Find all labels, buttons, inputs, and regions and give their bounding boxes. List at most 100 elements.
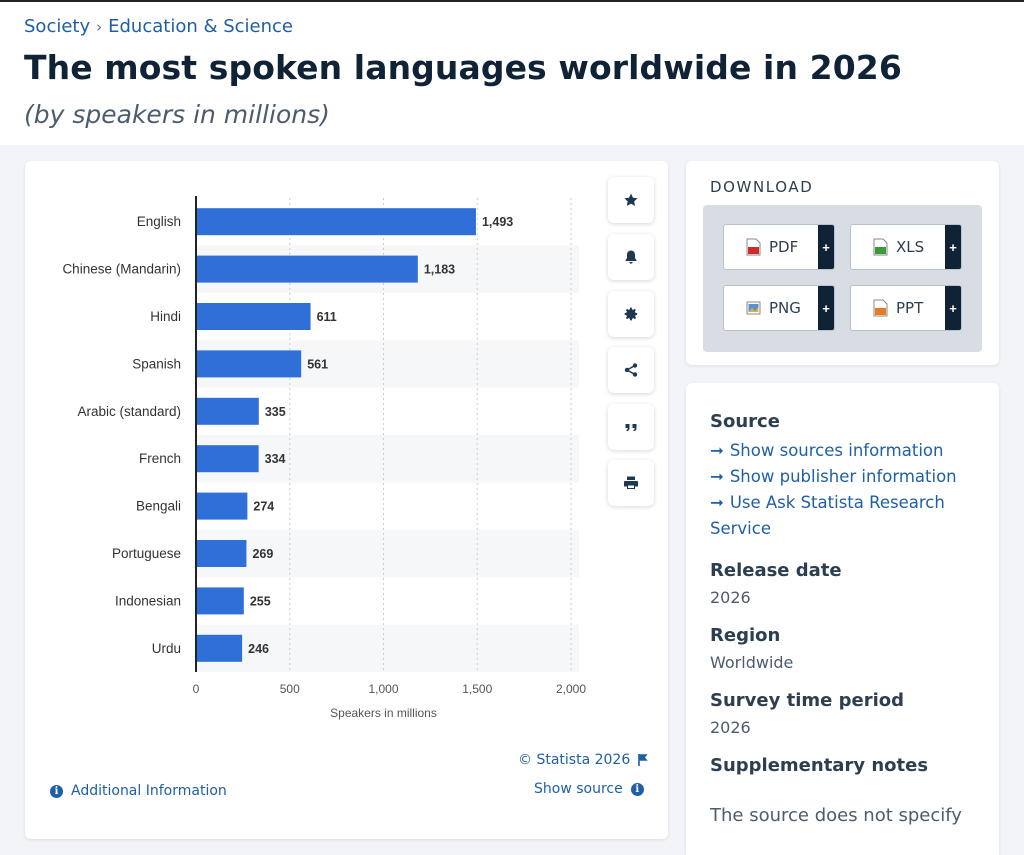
breadcrumb-education-science[interactable]: Education & Science <box>108 16 293 37</box>
download-ppt-label: PPT <box>896 299 924 317</box>
category-label: Arabic (standard) <box>77 404 181 419</box>
region-heading: Region <box>710 625 781 646</box>
arrow-right-icon: ➞ <box>710 441 724 460</box>
x-tick-label: 1,500 <box>462 682 492 696</box>
bar <box>196 350 302 378</box>
additional-information-label: Additional Information <box>71 783 227 799</box>
bar-value-label: 255 <box>250 594 271 608</box>
page-subtitle: (by speakers in millions) <box>24 100 330 129</box>
top-border <box>0 0 1024 2</box>
download-panel: PDF + XLS + PNG + PPT + <box>703 205 982 352</box>
bar-value-label: 334 <box>265 452 286 466</box>
bar <box>196 303 311 330</box>
plus-icon: + <box>945 225 961 269</box>
category-label: Spanish <box>132 356 181 371</box>
category-label: French <box>139 451 181 466</box>
flag-icon <box>638 754 648 766</box>
bar-value-label: 1,183 <box>424 263 455 277</box>
share-icon <box>624 363 638 377</box>
bar <box>196 587 244 615</box>
source-heading: Source <box>710 411 780 432</box>
ppt-file-icon <box>873 299 888 317</box>
breadcrumb-society[interactable]: Society <box>24 16 91 37</box>
download-pdf-label: PDF <box>769 238 799 256</box>
download-png-label: PNG <box>769 299 801 317</box>
quote-icon <box>625 424 637 432</box>
favorite-button[interactable] <box>608 177 654 223</box>
x-tick-label: 0 <box>193 682 200 696</box>
download-xls-button[interactable]: XLS + <box>850 224 962 270</box>
x-tick-label: 1,000 <box>368 682 398 696</box>
pdf-file-icon <box>746 238 761 256</box>
show-source-link[interactable]: Show source i <box>534 781 644 797</box>
bar <box>196 445 259 473</box>
bar <box>196 208 476 236</box>
category-label: Chinese (Mandarin) <box>62 262 181 277</box>
print-button[interactable] <box>608 460 654 506</box>
xls-file-icon <box>873 238 888 256</box>
plus-icon: + <box>945 286 961 330</box>
survey-period-heading: Survey time period <box>710 690 904 711</box>
breadcrumb-separator: › <box>96 18 103 36</box>
page-title: The most spoken languages worldwide in 2… <box>24 48 902 87</box>
show-publisher-label: Show publisher information <box>729 467 957 486</box>
bar <box>196 492 248 520</box>
additional-information-link[interactable]: i Additional Information <box>50 783 227 799</box>
bar-value-label: 269 <box>252 547 273 561</box>
row-band <box>196 624 579 672</box>
download-ppt-button[interactable]: PPT + <box>850 285 962 331</box>
bell-icon <box>625 250 637 264</box>
arrow-right-icon: ➞ <box>710 467 724 486</box>
x-tick-label: 500 <box>280 682 300 696</box>
bar <box>196 540 247 567</box>
notification-button[interactable] <box>608 234 654 280</box>
bar-chart: 1,493 English 1,183 Chinese (Mandarin) 611 Hi… <box>62 196 586 720</box>
supplementary-notes-text: The source does not specify <box>710 805 962 826</box>
x-tick-label: 2,000 <box>556 682 586 696</box>
category-label: Portuguese <box>112 546 181 561</box>
show-sources-link[interactable]: ➞ Show sources information <box>710 438 980 464</box>
category-label: English <box>137 214 181 229</box>
chart-card: 1,493 English 1,183 Chinese (Mandarin) 611 Hi… <box>25 161 668 839</box>
page-header: Society › Education & Science The most spo… <box>0 2 1024 145</box>
category-label: Hindi <box>150 309 181 324</box>
release-date-heading: Release date <box>710 560 842 581</box>
info-icon: i <box>630 782 644 796</box>
cite-button[interactable] <box>608 404 654 450</box>
bar <box>196 255 418 283</box>
bar <box>196 397 259 425</box>
statistic-details-card: Source ➞ Show sources information ➞ Show p… <box>686 383 999 855</box>
release-date-value: 2026 <box>710 588 751 607</box>
bar-value-label: 246 <box>248 642 269 656</box>
share-button[interactable] <box>608 347 654 393</box>
bar <box>196 634 243 662</box>
survey-period-value: 2026 <box>710 718 751 737</box>
bar-value-label: 274 <box>253 500 274 514</box>
statista-credit[interactable]: © Statista 2026 <box>518 752 648 768</box>
plus-icon: + <box>818 225 834 269</box>
print-icon <box>624 476 638 489</box>
show-publisher-link[interactable]: ➞ Show publisher information <box>710 464 980 490</box>
row-band <box>196 529 579 578</box>
png-file-icon <box>746 301 761 315</box>
category-label: Bengali <box>136 499 181 514</box>
show-source-label: Show source <box>534 781 623 797</box>
download-png-button[interactable]: PNG + <box>723 285 835 331</box>
arrow-right-icon: ➞ <box>710 493 724 512</box>
row-band <box>196 435 579 483</box>
bar-value-label: 611 <box>317 310 337 324</box>
plus-icon: + <box>818 286 834 330</box>
category-label: Indonesian <box>115 593 181 608</box>
show-sources-label: Show sources information <box>729 441 944 460</box>
download-title: DOWNLOAD <box>710 178 814 196</box>
region-value: Worldwide <box>710 653 794 672</box>
x-axis-label: Speakers in millions <box>330 706 437 720</box>
download-pdf-button[interactable]: PDF + <box>723 224 835 270</box>
bar-value-label: 335 <box>265 405 286 419</box>
bar-value-label: 1,493 <box>482 215 513 229</box>
star-icon <box>624 193 638 206</box>
ask-statista-link[interactable]: ➞ Use Ask Statista Research Service <box>710 490 980 542</box>
settings-button[interactable] <box>608 291 654 337</box>
credit-text: © Statista 2026 <box>518 752 631 768</box>
ask-statista-label: Use Ask Statista Research Service <box>710 493 945 538</box>
